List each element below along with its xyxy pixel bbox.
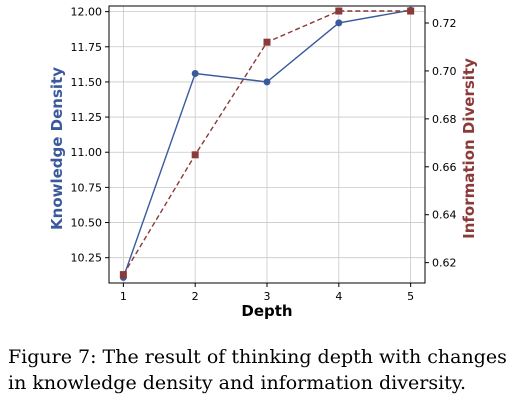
grid-layer [109, 6, 425, 283]
information-diversity-point [191, 151, 199, 159]
information-diversity-point [263, 38, 271, 46]
x-tick-label: 2 [192, 290, 199, 303]
left-tick-label: 12.00 [71, 6, 103, 19]
left-tick-label: 10.75 [71, 181, 103, 194]
right-tick-label: 0.62 [432, 257, 457, 270]
chart: 1 2 3 4 5 10.25 10.50 10.75 11.00 11.25 11.50 11.75… [48, 5, 478, 320]
right-axis-label: Information Diversity [460, 58, 478, 239]
left-tick-label: 11.50 [71, 76, 103, 89]
right-tick-label: 0.72 [432, 17, 457, 30]
x-tick-label: 1 [120, 290, 127, 303]
left-tick-label: 10.25 [71, 252, 103, 265]
left-tick-label: 11.75 [71, 41, 103, 54]
knowledge-density-point [191, 69, 199, 77]
information-diversity-point [407, 7, 415, 15]
ticks-layer: 1 2 3 4 5 10.25 10.50 10.75 11.00 11.25 11.50 11.75… [71, 6, 457, 303]
x-tick-label: 3 [264, 290, 271, 303]
left-tick-label: 11.25 [71, 111, 103, 124]
left-axis-label: Knowledge Density [48, 67, 66, 230]
right-tick-label: 0.70 [432, 65, 457, 78]
left-tick-label: 11.00 [71, 146, 103, 159]
knowledge-density-point [335, 19, 343, 27]
figure-caption: Figure 7: The result of thinking depth w… [8, 346, 507, 394]
series-layer [119, 6, 415, 281]
right-tick-label: 0.64 [432, 209, 457, 222]
right-tick-label: 0.66 [432, 161, 457, 174]
information-diversity-point [335, 7, 343, 15]
x-axis-label: Depth [241, 302, 292, 320]
knowledge-density-point [263, 78, 271, 86]
x-tick-label: 5 [407, 290, 414, 303]
right-tick-label: 0.68 [432, 113, 457, 126]
information-diversity-point [119, 271, 127, 279]
x-tick-label: 4 [335, 290, 342, 303]
left-tick-label: 10.50 [71, 217, 103, 230]
